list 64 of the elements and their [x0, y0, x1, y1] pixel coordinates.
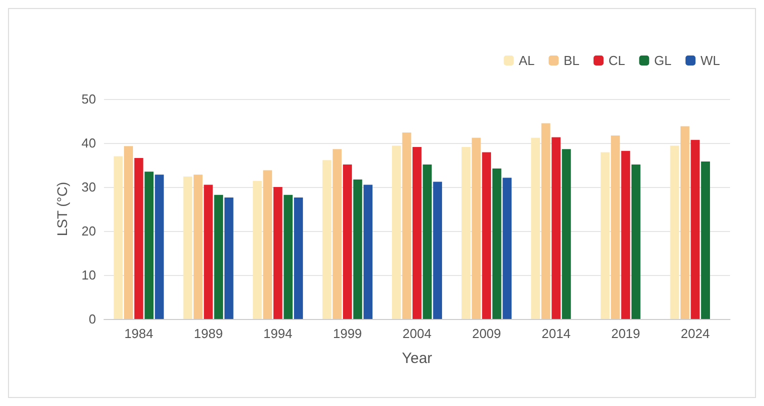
bar: [701, 161, 710, 319]
bar: [353, 180, 362, 319]
bar: [144, 172, 154, 319]
legend-label: GL: [654, 53, 672, 68]
bar: [294, 198, 303, 319]
bar: [422, 164, 432, 319]
y-tick-label: 20: [82, 224, 96, 238]
x-tick-label: 2009: [472, 326, 502, 341]
bar: [204, 184, 213, 319]
x-tick-label: 2024: [680, 326, 710, 341]
bar: [600, 152, 610, 319]
bar: [610, 136, 620, 319]
bar: [433, 182, 442, 319]
bar: [114, 156, 123, 319]
bar: [482, 152, 492, 319]
legend-label: BL: [564, 53, 580, 68]
bar: [392, 146, 401, 319]
bar: [194, 174, 203, 319]
y-tick-label: 0: [88, 312, 96, 326]
bar: [541, 123, 550, 319]
x-tick-label: 1984: [124, 326, 154, 341]
legend-label: WL: [700, 53, 720, 68]
y-tick-label: 10: [82, 268, 96, 282]
bar: [154, 174, 164, 319]
bar: [690, 140, 700, 319]
bar: [322, 160, 332, 319]
x-tick-label: 1999: [332, 326, 362, 341]
bar: [332, 149, 342, 319]
bar: [273, 187, 282, 319]
bar: [263, 170, 272, 319]
x-tick-label: 2004: [402, 326, 432, 341]
x-axis-title: Year: [402, 350, 432, 367]
bar: [631, 164, 640, 319]
bar: [364, 184, 372, 319]
bar: [562, 149, 571, 319]
y-tick-label: 50: [82, 92, 96, 106]
bar: [670, 146, 680, 319]
bar: [552, 137, 561, 319]
y-tick-label: 40: [82, 136, 96, 150]
bar: [124, 146, 133, 319]
bar: [680, 126, 690, 319]
bar: [342, 164, 352, 319]
bar: [502, 178, 512, 319]
x-tick-label: 2014: [542, 326, 571, 341]
bar: [183, 176, 192, 319]
bar: [462, 146, 470, 319]
y-tick-label: 30: [82, 180, 96, 194]
x-tick-label: 1994: [263, 326, 292, 341]
bar: [412, 146, 422, 319]
bar: [134, 158, 144, 319]
x-tick-label: 2019: [611, 326, 640, 341]
legend-label: AL: [518, 53, 535, 68]
bar: [214, 194, 224, 319]
bar: [621, 150, 630, 319]
x-tick-label: 1989: [194, 326, 223, 341]
bar: [402, 132, 412, 319]
legend-label: CL: [608, 53, 626, 68]
bar: [531, 138, 540, 319]
bar: [284, 194, 293, 319]
bar: [472, 138, 481, 319]
bar: [252, 180, 262, 319]
bar: [224, 198, 234, 319]
y-axis-title: LST (°C): [54, 182, 70, 236]
bar: [492, 168, 502, 319]
